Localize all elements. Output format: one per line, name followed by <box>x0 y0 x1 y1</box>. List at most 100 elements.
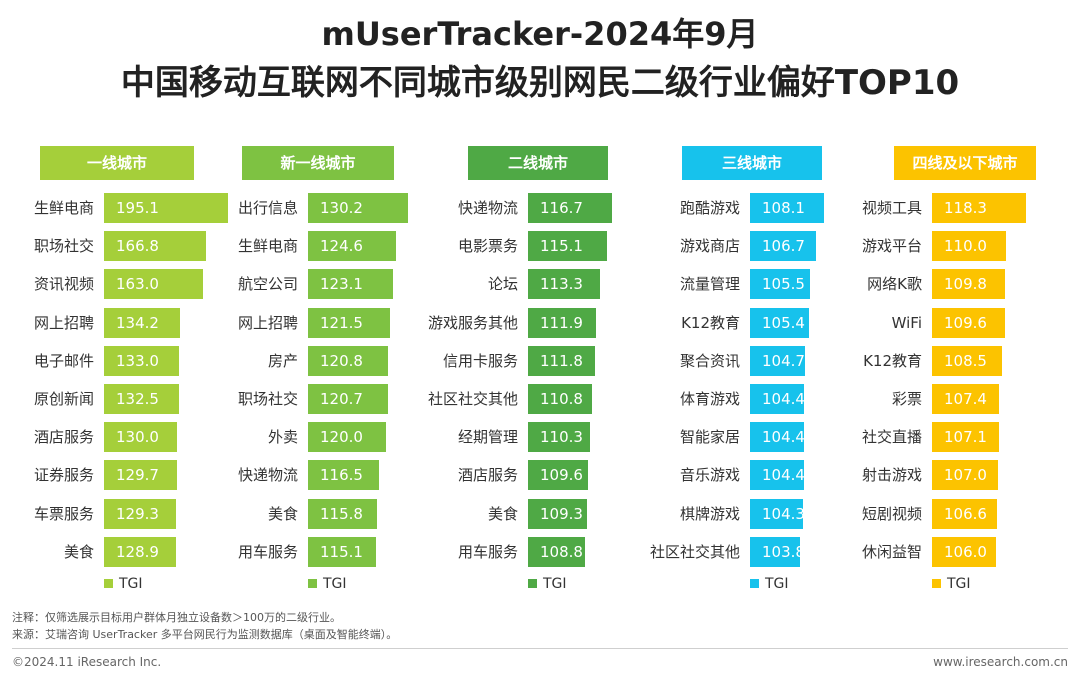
bar-value-label: 108.5 <box>944 351 987 370</box>
chart-panel-5: 四线及以下城市 视频工具 118.3 游戏平台 110.0 网络K歌 109.8 WiFi 10… <box>840 146 1036 598</box>
bar <box>308 307 390 338</box>
bar-row: 论坛 113.3 <box>410 269 618 300</box>
legend: TGI <box>932 574 971 594</box>
bar-row: 航空公司 123.1 <box>206 269 414 300</box>
bar <box>932 422 999 453</box>
bar-value-label: 105.4 <box>762 313 805 332</box>
legend: TGI <box>528 574 567 594</box>
bar <box>104 345 180 376</box>
bar <box>932 345 1003 376</box>
bar <box>104 498 177 529</box>
bar <box>104 193 228 223</box>
bar-row: 经期管理 110.3 <box>410 422 618 453</box>
bar-row: 生鲜电商 124.6 <box>206 231 414 262</box>
chart-title-line1: mUserTracker-2024年9月 <box>321 15 759 53</box>
bar-value-label: 115.1 <box>540 237 583 256</box>
bar-value-label: 109.6 <box>944 313 987 332</box>
bar-value-label: 118.3 <box>944 199 987 217</box>
bar <box>528 384 592 414</box>
chart-panel-2: 新一线城市 出行信息 130.2 生鲜电商 124.6 航空公司 123.1 网上招聘 121.… <box>206 146 414 598</box>
chart-panel-4: 三线城市 跑酷游戏 108.1 游戏商店 106.7 流量管理 105.5 K12教育 105.… <box>626 146 830 598</box>
category-label: 用车服务 <box>237 542 298 561</box>
chart-source: 来源：艾瑞咨询 UserTracker 多平台网民行为监测数据库（桌面及智能终端… <box>12 628 398 641</box>
bar-value-label: 130.2 <box>320 199 363 217</box>
bar-row: 职场社交 166.8 <box>14 231 234 262</box>
bar-value-label: 163.0 <box>116 275 159 294</box>
category-label: 美食 <box>267 504 298 523</box>
bar-value-label: 113.3 <box>540 275 583 294</box>
bar-value-label: 133.0 <box>116 351 159 370</box>
bar <box>528 231 607 262</box>
bar-value-label: 104.3 <box>762 504 805 523</box>
bar-row: 社区社交其他 103.8 <box>626 536 830 567</box>
footer-divider <box>12 648 1068 649</box>
legend: TGI <box>104 574 143 594</box>
bar-value-label: 107.1 <box>944 428 987 447</box>
category-label: 生鲜电商 <box>237 237 298 256</box>
bar-value-label: 120.0 <box>320 428 363 447</box>
bar-row: K12教育 108.5 <box>840 345 1032 376</box>
category-label: 社区社交其他 <box>427 390 518 408</box>
bar <box>932 193 1026 223</box>
bar-value-label: 128.9 <box>116 542 159 561</box>
category-label: 快递物流 <box>237 466 298 485</box>
category-label: K12教育 <box>681 313 740 332</box>
legend-swatch <box>750 578 759 588</box>
bar-value-label: 108.8 <box>540 542 583 561</box>
legend-label: TGI <box>765 576 789 592</box>
panel-title: 一线城市 <box>40 146 194 180</box>
bar <box>528 307 596 338</box>
bar-row: 跑酷游戏 108.1 <box>626 193 830 223</box>
bar <box>104 307 181 338</box>
bar-value-label: 107.4 <box>944 390 987 408</box>
bar <box>932 536 996 567</box>
category-label: 快递物流 <box>457 199 518 217</box>
category-label: 体育游戏 <box>679 390 740 408</box>
bar <box>932 384 1000 414</box>
bar <box>750 345 806 376</box>
bar <box>528 498 587 529</box>
bar-row: WiFi 109.6 <box>840 307 1032 338</box>
category-label: 聚合资讯 <box>679 351 740 370</box>
bar-value-label: 103.8 <box>762 542 805 561</box>
bar-row: 原创新闻 132.5 <box>14 384 234 414</box>
bar <box>750 422 804 453</box>
bar-value-label: 123.1 <box>320 275 363 294</box>
panel-title: 二线城市 <box>468 146 608 180</box>
category-label: 车票服务 <box>33 504 94 523</box>
bar <box>104 231 206 262</box>
bar <box>528 422 591 453</box>
category-label: 信用卡服务 <box>442 351 518 370</box>
bar-row: 车票服务 129.3 <box>14 498 234 529</box>
bar-row: 休闲益智 106.0 <box>840 536 1032 567</box>
bar-row: 彩票 107.4 <box>840 384 1032 414</box>
bar-row: 生鲜电商 195.1 <box>14 193 234 223</box>
bar-row: 资讯视频 163.0 <box>14 269 234 300</box>
bar-row: 用车服务 115.1 <box>206 536 414 567</box>
category-label: 射击游戏 <box>861 466 922 485</box>
category-label: 跑酷游戏 <box>679 199 740 217</box>
bar-row: 美食 128.9 <box>14 536 234 567</box>
bar-value-label: 134.2 <box>116 313 159 332</box>
legend-swatch <box>528 578 537 588</box>
bar <box>308 231 397 262</box>
bar <box>528 193 612 223</box>
category-label: 游戏商店 <box>679 237 740 256</box>
bar-value-label: 104.4 <box>762 466 805 485</box>
panel-title: 三线城市 <box>682 146 822 180</box>
category-label: 资讯视频 <box>33 275 94 294</box>
chart-panel-1: 一线城市生鲜电商 195.1 职场社交 166.8 资讯视频 163.0 网上招聘 134.2… <box>14 146 234 598</box>
bar-row: 信用卡服务 111.8 <box>410 345 618 376</box>
bar-row: 快递物流 116.7 <box>410 193 618 223</box>
bar <box>750 193 824 223</box>
bar-row: 视频工具 118.3 <box>840 193 1032 223</box>
bar-value-label: 111.8 <box>540 351 583 370</box>
bar-value-label: 109.3 <box>540 504 583 523</box>
bar-row: 游戏服务其他 111.9 <box>410 307 618 338</box>
panel-title: 四线及以下城市 <box>894 146 1036 180</box>
bar <box>528 460 588 491</box>
legend-swatch <box>104 578 113 588</box>
bar-row: 网上招聘 134.2 <box>14 307 234 338</box>
category-label: 证券服务 <box>33 466 94 485</box>
category-label: WiFi <box>891 313 922 332</box>
